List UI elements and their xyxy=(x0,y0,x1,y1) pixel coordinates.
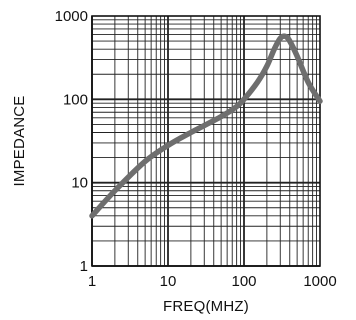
y-tick-label: 100 xyxy=(63,91,88,108)
series-layer xyxy=(89,33,323,219)
tick-labels: 1 10 100 1000 1 10 100 1000 xyxy=(55,8,337,290)
impedance-series-line xyxy=(89,33,323,219)
y-tick-label: 1 xyxy=(80,258,88,275)
grid xyxy=(91,16,320,267)
x-tick-label: 1000 xyxy=(303,273,336,290)
y-tick-label: 1000 xyxy=(55,8,88,25)
y-tick-label: 10 xyxy=(71,175,88,192)
x-tick-label: 100 xyxy=(231,273,256,290)
x-axis-title: FREQ(MHZ) xyxy=(163,298,249,315)
x-tick-label: 10 xyxy=(160,273,177,290)
x-tick-label: 1 xyxy=(88,273,96,290)
plot-frame xyxy=(91,15,321,267)
y-axis-title: IMPEDANCE xyxy=(11,96,28,187)
